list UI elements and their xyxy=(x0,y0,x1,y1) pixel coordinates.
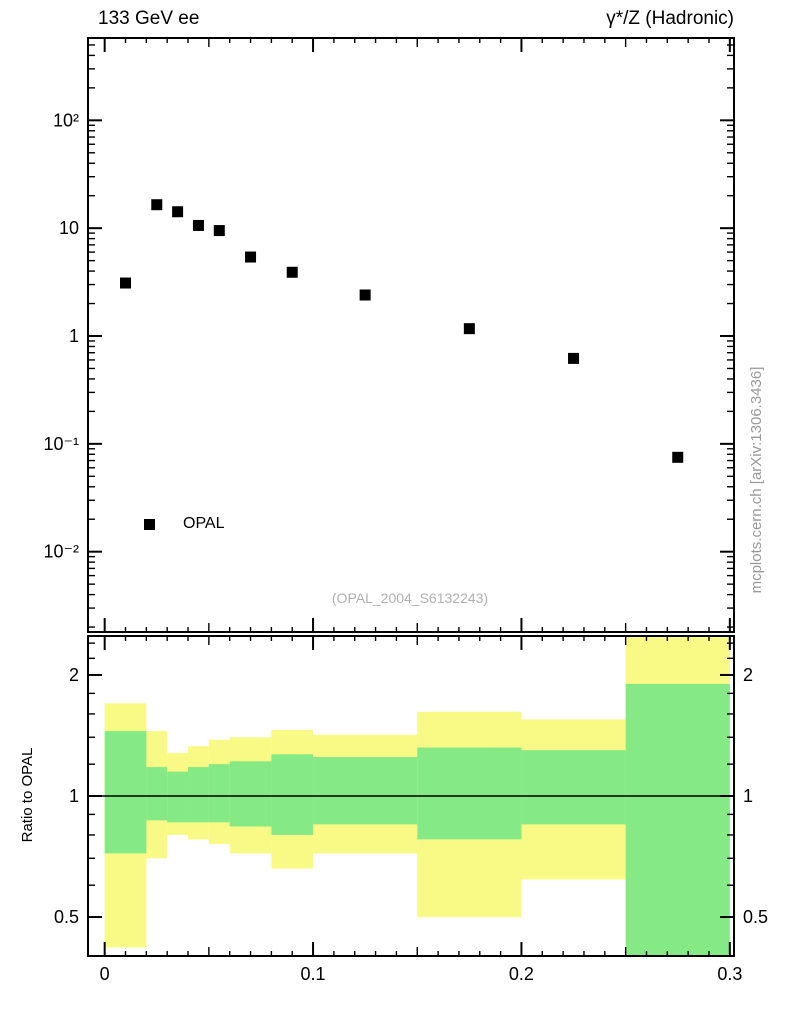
ratio-y-tick-label-right: 1 xyxy=(743,786,753,806)
green-uncertainty-band xyxy=(188,767,209,823)
ratio-y-tick-label: 2 xyxy=(69,665,79,685)
ratio-y-axis-label: Ratio to OPAL xyxy=(19,747,36,843)
data-point xyxy=(359,289,371,301)
main-y-tick-label: 10⁻¹ xyxy=(43,434,79,454)
x-tick-label: 0.1 xyxy=(301,964,326,984)
ratio-y-tick-label-right: 0.5 xyxy=(743,907,768,927)
ratio-y-tick-label-right: 2 xyxy=(743,665,753,685)
ratio-y-tick-label: 0.5 xyxy=(54,907,79,927)
data-point xyxy=(568,352,580,364)
data-point xyxy=(286,266,298,278)
green-uncertainty-band xyxy=(625,683,730,956)
data-point xyxy=(192,219,204,231)
green-uncertainty-band xyxy=(271,754,314,835)
data-point xyxy=(120,277,132,289)
legend-label: OPAL xyxy=(183,515,225,532)
mcplots-attribution: mcplots.cern.ch [arXiv:1306.3436] xyxy=(748,366,765,594)
main-y-tick-label: 10⁻² xyxy=(43,542,79,562)
green-uncertainty-band xyxy=(417,747,522,840)
green-uncertainty-band xyxy=(313,757,418,825)
x-tick-label: 0.3 xyxy=(717,964,742,984)
data-point xyxy=(172,206,184,218)
green-uncertainty-band xyxy=(146,767,168,821)
green-uncertainty-band xyxy=(208,764,230,823)
ratio-y-tick-label: 1 xyxy=(69,786,79,806)
green-uncertainty-band xyxy=(104,731,147,854)
green-uncertainty-band xyxy=(229,761,272,827)
data-point xyxy=(463,323,475,335)
data-point xyxy=(213,225,225,237)
x-tick-label: 0 xyxy=(100,964,110,984)
main-y-tick-label: 10² xyxy=(53,110,79,130)
data-point xyxy=(151,199,163,211)
data-point xyxy=(672,451,684,463)
opal-marker-icon xyxy=(144,518,155,530)
process-title: γ*/Z (Hadronic) xyxy=(606,8,734,29)
data-point xyxy=(245,251,257,263)
analysis-watermark: (OPAL_2004_S6132243) xyxy=(331,590,489,606)
main-plot-frame xyxy=(87,37,735,633)
beam-energy-title: 133 GeV ee xyxy=(98,8,200,29)
x-tick-label: 0.2 xyxy=(509,964,534,984)
green-uncertainty-band xyxy=(521,750,626,825)
main-y-tick-label: 1 xyxy=(69,326,79,346)
main-y-tick-label: 10 xyxy=(59,218,79,238)
legend: OPAL xyxy=(144,515,225,533)
green-uncertainty-band xyxy=(167,771,189,823)
